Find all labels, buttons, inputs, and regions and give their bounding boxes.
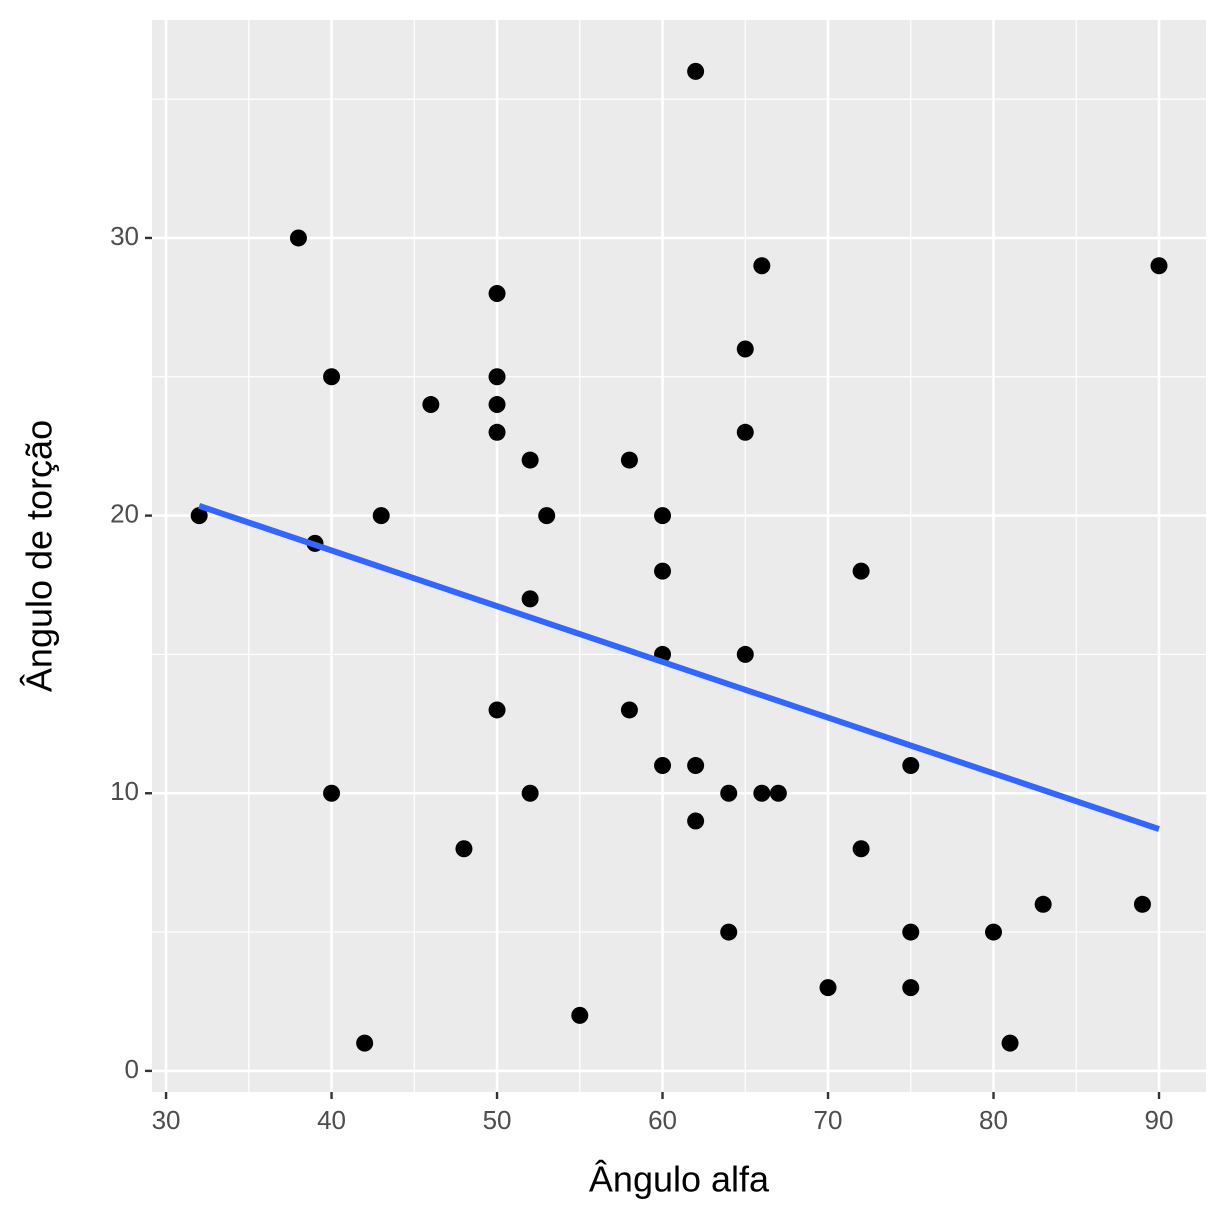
point [190,507,208,525]
x-tick-label: 80 [979,1105,1008,1135]
point [902,756,920,774]
point [356,1034,374,1052]
point [654,756,672,774]
point [736,340,754,358]
point [521,784,539,802]
point [488,368,506,386]
point [455,840,473,858]
point [1034,895,1052,913]
point [654,562,672,580]
x-axis-title: Ângulo alfa [589,1159,770,1200]
panel [152,20,1206,1092]
y-tick-label: 0 [125,1054,139,1084]
x-tick-label: 30 [152,1105,181,1135]
y-tick-label: 30 [110,221,139,251]
point [488,423,506,441]
point [769,784,787,802]
point [488,701,506,719]
point [753,257,771,275]
point [902,979,920,997]
y-tick-label: 10 [110,776,139,806]
point [720,923,738,941]
point [323,784,341,802]
point [687,62,705,80]
point [1001,1034,1019,1052]
point [985,923,1003,941]
point [736,423,754,441]
point [902,923,920,941]
trend-line [198,503,1160,832]
point [488,284,506,302]
point [687,812,705,830]
y-tick-label: 20 [110,498,139,528]
x-tick-label: 50 [483,1105,512,1135]
point [852,840,870,858]
point [753,784,771,802]
point [852,562,870,580]
x-tick-label: 90 [1145,1105,1174,1135]
point [488,396,506,414]
point [736,645,754,663]
point [1150,257,1168,275]
point [289,229,307,247]
point [819,979,837,997]
point [620,451,638,469]
point [422,396,440,414]
point [521,451,539,469]
point [323,368,341,386]
point [538,507,556,525]
y-axis-title: Ângulo de torção [19,420,60,692]
point [571,1006,589,1024]
point [687,756,705,774]
point [372,507,390,525]
x-tick-label: 60 [648,1105,677,1135]
point [1133,895,1151,913]
point [620,701,638,719]
point [720,784,738,802]
point [521,590,539,608]
x-tick-label: 70 [814,1105,843,1135]
point [654,507,672,525]
x-tick-label: 40 [317,1105,346,1135]
